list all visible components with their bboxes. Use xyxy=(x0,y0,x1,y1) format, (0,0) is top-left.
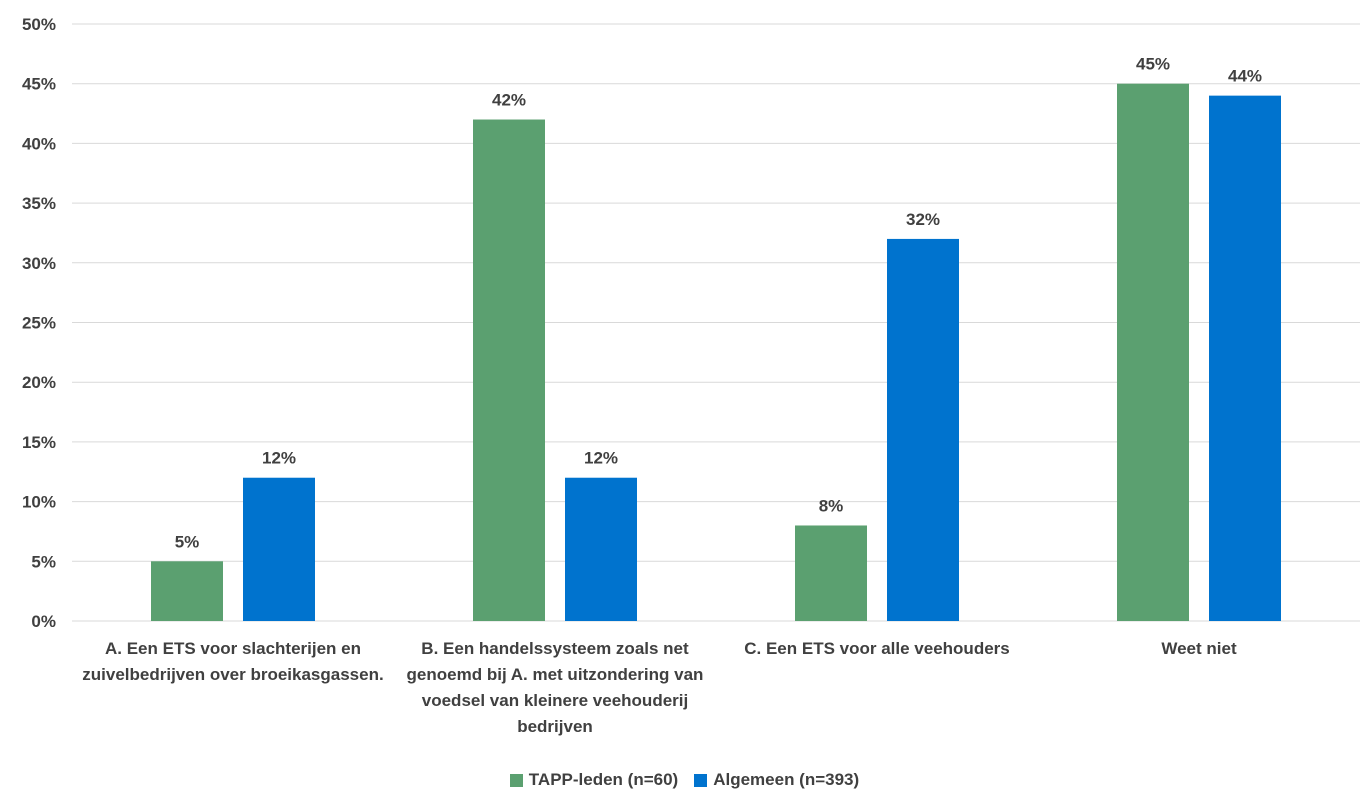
x-category-label: C. Een ETS voor alle veehouders xyxy=(744,639,1010,658)
y-tick-label: 15% xyxy=(22,433,56,452)
bar xyxy=(565,477,637,621)
y-tick-label: 25% xyxy=(22,314,56,333)
data-label: 32% xyxy=(906,210,940,229)
legend: TAPP-leden (n=60) Algemeen (n=393) xyxy=(0,770,1369,792)
y-tick-label: 5% xyxy=(31,552,56,571)
data-label: 12% xyxy=(584,449,618,468)
y-tick-label: 35% xyxy=(22,194,56,213)
data-label: 12% xyxy=(262,449,296,468)
data-label: 42% xyxy=(492,91,526,110)
bar xyxy=(473,119,545,622)
x-category-label: Weet niet xyxy=(1161,639,1237,658)
data-label: 5% xyxy=(175,532,200,551)
legend-label: Algemeen (n=393) xyxy=(713,770,860,789)
y-tick-label: 10% xyxy=(22,493,56,512)
legend-swatch xyxy=(509,773,523,787)
legend-swatch xyxy=(694,773,708,787)
bar xyxy=(1209,95,1281,621)
legend-item: Algemeen (n=393) xyxy=(694,770,859,790)
bar xyxy=(887,238,959,622)
y-tick-label: 30% xyxy=(22,254,56,273)
y-tick-label: 50% xyxy=(22,15,56,34)
bar xyxy=(1117,83,1189,621)
data-label: 44% xyxy=(1228,67,1262,86)
y-tick-label: 0% xyxy=(31,612,56,631)
legend-label: TAPP-leden (n=60) xyxy=(528,770,679,789)
bar xyxy=(151,561,223,621)
bar xyxy=(795,525,867,621)
y-tick-label: 45% xyxy=(22,75,56,94)
x-category-label: B. Een handelssysteem zoals net genoemd … xyxy=(406,639,704,736)
data-label: 8% xyxy=(819,496,844,515)
y-tick-label: 20% xyxy=(22,373,56,392)
bar xyxy=(243,477,315,621)
legend-item: TAPP-leden (n=60) xyxy=(509,770,679,790)
x-category-label: A. Een ETS voor slachterijen en zuivelbe… xyxy=(82,639,384,684)
y-tick-label: 40% xyxy=(22,134,56,153)
data-label: 45% xyxy=(1136,55,1170,74)
